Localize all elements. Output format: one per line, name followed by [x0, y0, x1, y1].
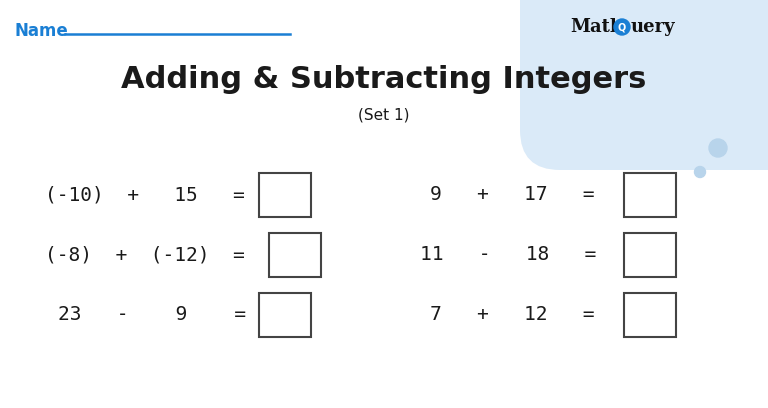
FancyBboxPatch shape	[624, 173, 676, 217]
Text: 11   -   18   =: 11 - 18 =	[420, 246, 596, 264]
Circle shape	[709, 139, 727, 157]
FancyBboxPatch shape	[259, 293, 311, 337]
Text: Q: Q	[618, 22, 626, 32]
Text: uery: uery	[631, 18, 676, 36]
FancyBboxPatch shape	[624, 233, 676, 277]
Circle shape	[694, 166, 706, 177]
Text: (-8)  +  (-12)  =: (-8) + (-12) =	[45, 246, 245, 264]
Text: 7   +   12   =: 7 + 12 =	[430, 306, 594, 324]
Text: (Set 1): (Set 1)	[358, 108, 410, 123]
Text: (-10)  +   15   =: (-10) + 15 =	[45, 186, 245, 204]
Text: Math: Math	[570, 18, 623, 36]
FancyBboxPatch shape	[259, 173, 311, 217]
FancyBboxPatch shape	[520, 0, 768, 170]
Text: Adding & Subtracting Integers: Adding & Subtracting Integers	[121, 65, 647, 94]
Circle shape	[614, 19, 630, 35]
Text: 9   +   17   =: 9 + 17 =	[430, 186, 594, 204]
Text: 23   -    9    =: 23 - 9 =	[58, 306, 246, 324]
FancyBboxPatch shape	[269, 233, 321, 277]
Text: Name: Name	[15, 22, 69, 40]
FancyBboxPatch shape	[624, 293, 676, 337]
